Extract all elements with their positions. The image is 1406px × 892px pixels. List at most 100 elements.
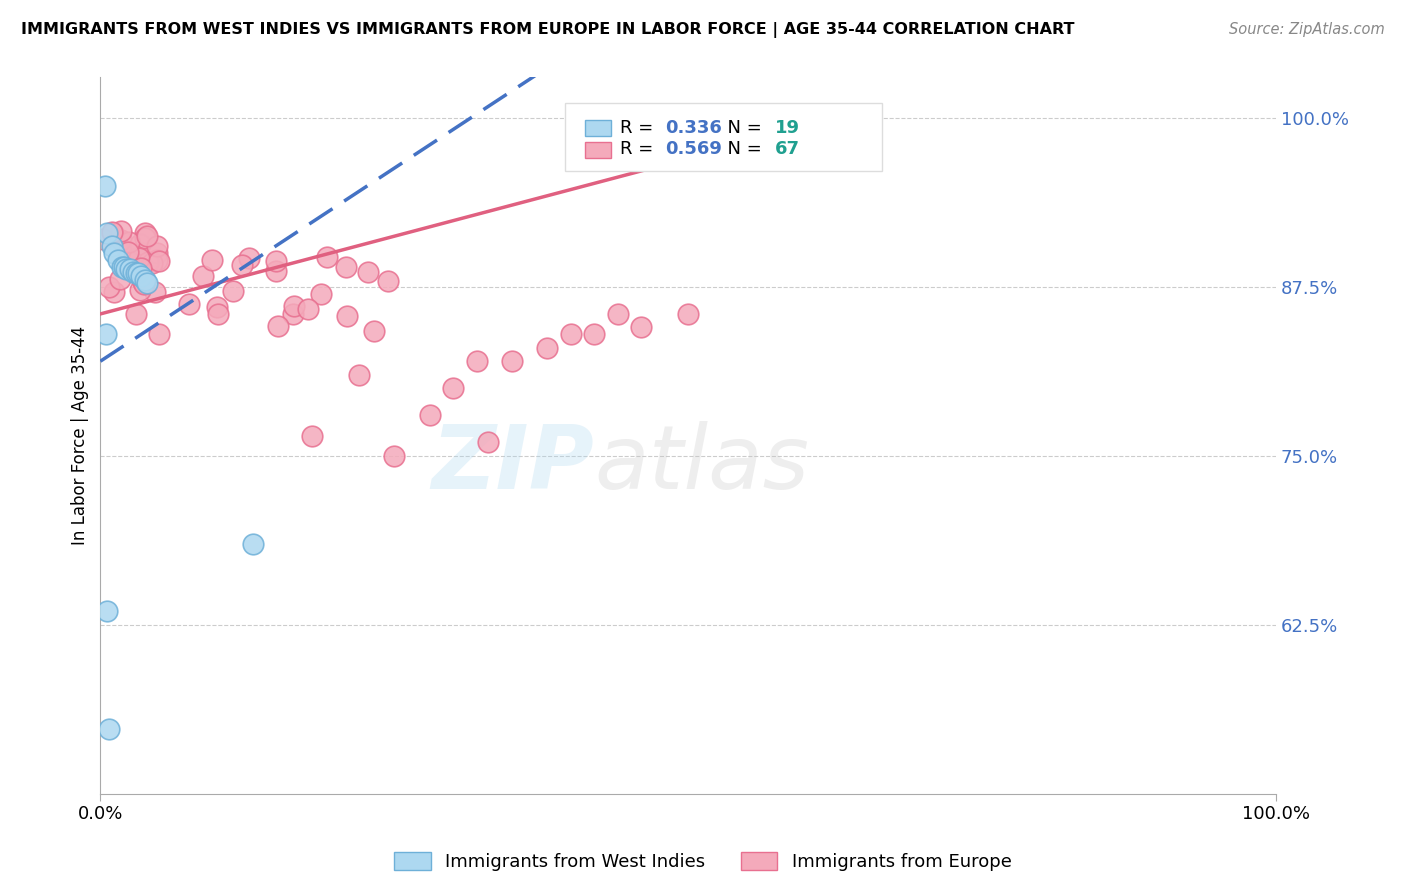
Point: [107, 252, 129, 267]
Point: [309, 286, 332, 301]
Point: [96, 226, 118, 240]
Point: [536, 341, 558, 355]
Point: [101, 225, 124, 239]
Point: [128, 269, 150, 284]
Point: [266, 318, 288, 333]
Point: [134, 226, 156, 240]
Point: [193, 268, 215, 283]
Point: [136, 276, 159, 290]
Point: [264, 254, 287, 268]
Text: 67: 67: [775, 140, 800, 158]
Point: [377, 275, 399, 289]
Point: [501, 354, 523, 368]
Point: [125, 251, 148, 265]
Text: 0.569: 0.569: [665, 140, 721, 158]
Point: [465, 354, 488, 368]
Point: [124, 253, 146, 268]
Point: [134, 231, 156, 245]
Point: [124, 266, 146, 280]
Point: [134, 273, 156, 287]
Point: [441, 381, 464, 395]
Point: [110, 233, 132, 247]
Point: [357, 265, 380, 279]
Point: [128, 251, 150, 265]
Point: [101, 226, 124, 240]
Point: [96, 604, 118, 618]
Point: [103, 285, 125, 299]
Point: [117, 245, 139, 260]
Point: [101, 239, 124, 253]
Text: ZIP: ZIP: [432, 421, 595, 508]
Text: N =: N =: [717, 140, 768, 158]
Point: [201, 253, 224, 268]
Point: [96, 327, 118, 342]
Point: [347, 368, 370, 382]
Point: [127, 266, 149, 280]
Text: atlas: atlas: [595, 421, 808, 508]
Point: [141, 255, 163, 269]
Point: [94, 178, 117, 193]
Point: [630, 320, 652, 334]
Text: R =: R =: [620, 119, 659, 136]
Point: [122, 265, 145, 279]
Text: N =: N =: [717, 119, 768, 136]
Point: [231, 258, 253, 272]
Point: [146, 252, 169, 267]
Point: [131, 269, 153, 284]
Point: [103, 246, 125, 260]
Point: [132, 277, 155, 291]
Point: [148, 327, 170, 342]
Point: [97, 280, 120, 294]
Point: [283, 299, 305, 313]
Text: R =: R =: [620, 140, 659, 158]
Point: [110, 260, 132, 274]
Point: [242, 536, 264, 550]
Point: [177, 297, 200, 311]
Point: [97, 722, 120, 736]
Point: [560, 327, 582, 342]
Point: [301, 428, 323, 442]
FancyBboxPatch shape: [565, 103, 882, 170]
Point: [382, 449, 405, 463]
Point: [583, 327, 606, 342]
Point: [91, 232, 114, 246]
Point: [112, 260, 135, 274]
Point: [606, 307, 628, 321]
Point: [118, 235, 141, 249]
Point: [676, 307, 699, 321]
FancyBboxPatch shape: [585, 142, 610, 158]
Text: Source: ZipAtlas.com: Source: ZipAtlas.com: [1229, 22, 1385, 37]
Point: [207, 307, 229, 321]
Point: [128, 283, 150, 297]
Legend: Immigrants from West Indies, Immigrants from Europe: Immigrants from West Indies, Immigrants …: [387, 845, 1019, 879]
Point: [146, 238, 169, 252]
Text: IMMIGRANTS FROM WEST INDIES VS IMMIGRANTS FROM EUROPE IN LABOR FORCE | AGE 35-44: IMMIGRANTS FROM WEST INDIES VS IMMIGRANT…: [21, 22, 1074, 38]
Point: [297, 301, 319, 316]
Point: [363, 324, 385, 338]
Point: [205, 300, 228, 314]
Text: 0.336: 0.336: [665, 119, 721, 136]
Point: [281, 307, 304, 321]
Point: [132, 276, 155, 290]
FancyBboxPatch shape: [585, 120, 610, 136]
Point: [148, 253, 170, 268]
Point: [477, 435, 499, 450]
Text: 19: 19: [775, 119, 800, 136]
Point: [108, 272, 131, 286]
Point: [238, 251, 260, 265]
Point: [143, 285, 166, 299]
Point: [115, 262, 138, 277]
Point: [129, 261, 152, 276]
Point: [418, 409, 440, 423]
Point: [146, 246, 169, 260]
Point: [136, 229, 159, 244]
Point: [264, 264, 287, 278]
Point: [118, 262, 141, 277]
Point: [124, 307, 146, 321]
Y-axis label: In Labor Force | Age 35-44: In Labor Force | Age 35-44: [72, 326, 89, 545]
Point: [336, 309, 359, 323]
Point: [132, 275, 155, 289]
Point: [110, 224, 132, 238]
Point: [316, 250, 339, 264]
Point: [138, 255, 160, 269]
